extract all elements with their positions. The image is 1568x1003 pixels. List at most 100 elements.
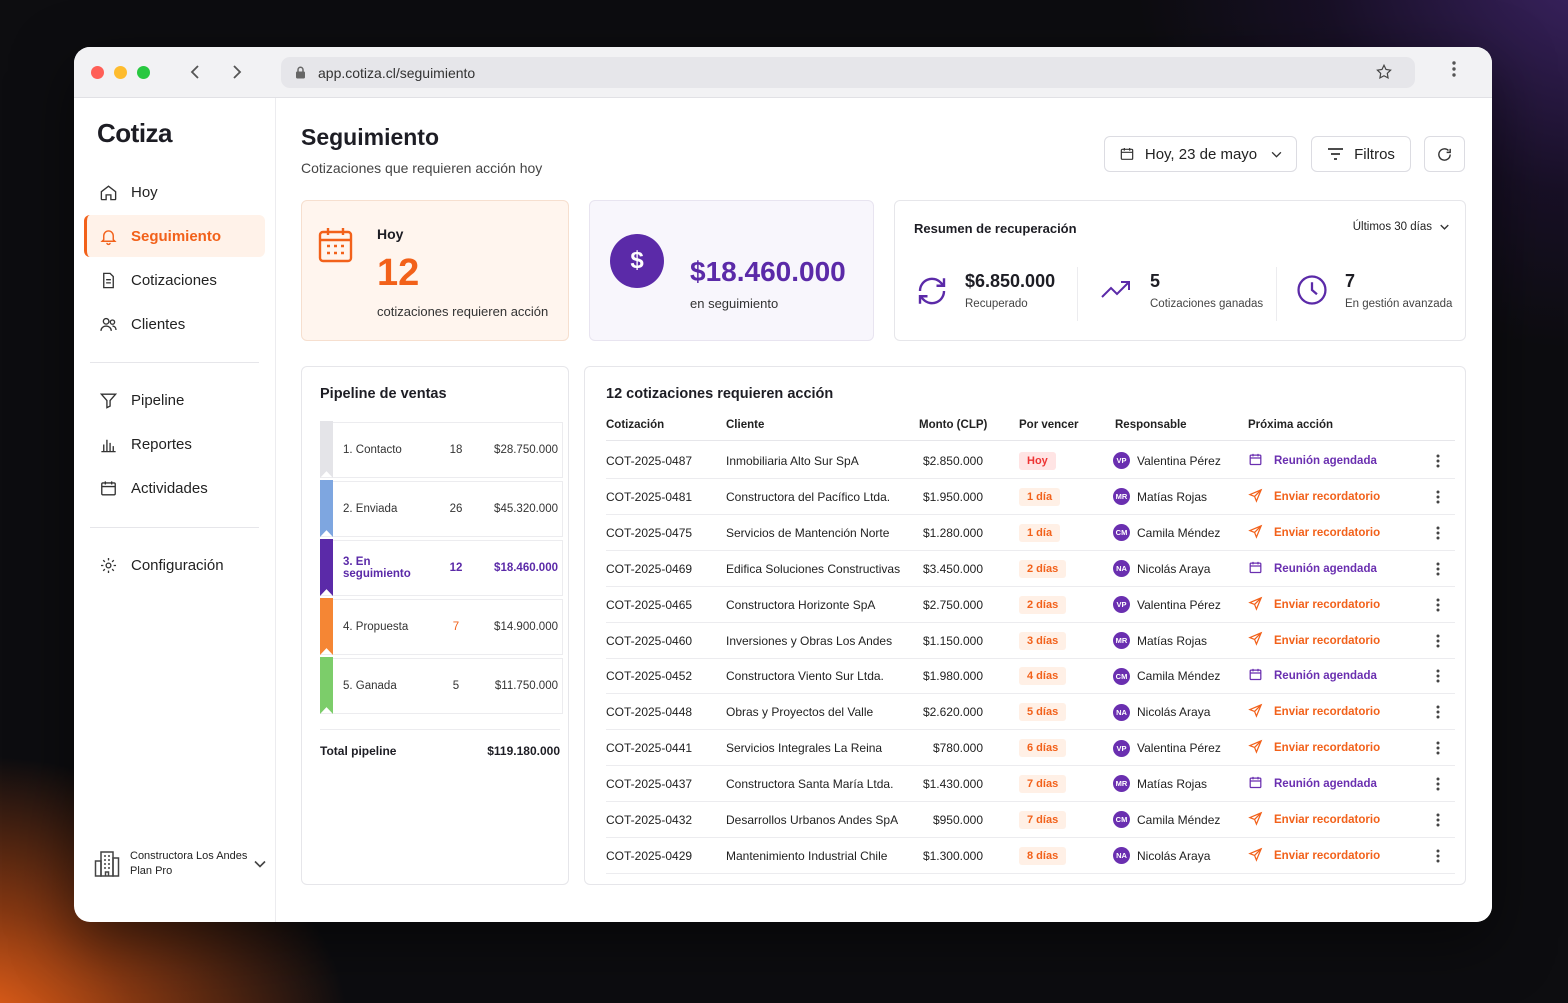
chevron-down-icon: [1271, 151, 1282, 158]
row-menu-icon[interactable]: [1436, 562, 1440, 579]
due-badge: 8 días: [1019, 846, 1067, 865]
organization-switcher[interactable]: Constructora Los Andes Plan Pro: [94, 844, 266, 884]
table-row[interactable]: COT-2025-0432 Desarrollos Urbanos Andes S…: [606, 802, 1455, 838]
due-badge: 3 días: [1019, 631, 1067, 650]
date-picker-button[interactable]: Hoy, 23 de mayo: [1104, 136, 1297, 172]
column-header-por-vencer[interactable]: Por vencer: [1019, 419, 1079, 431]
next-action-link[interactable]: Enviar recordatorio: [1248, 515, 1380, 551]
quote-id[interactable]: COT-2025-0448: [606, 705, 693, 720]
table-row[interactable]: COT-2025-0448 Obras y Proyectos del Valle…: [606, 694, 1455, 731]
column-header-cliente[interactable]: Cliente: [726, 419, 765, 431]
table-row[interactable]: COT-2025-0475 Servicios de Mantención Nor…: [606, 515, 1455, 551]
quote-id[interactable]: COT-2025-0487: [606, 454, 693, 468]
calendar-icon: [1120, 148, 1134, 160]
stage-amount: $18.460.000: [494, 562, 558, 574]
column-header-cotizacion[interactable]: Cotización: [606, 419, 665, 431]
filters-button[interactable]: Filtros: [1311, 136, 1411, 172]
quote-id[interactable]: COT-2025-0469: [606, 561, 693, 576]
quote-id[interactable]: COT-2025-0481: [606, 489, 693, 504]
next-action-link[interactable]: Enviar recordatorio: [1248, 587, 1380, 623]
next-action-link[interactable]: Enviar recordatorio: [1248, 479, 1380, 515]
quote-id[interactable]: COT-2025-0465: [606, 597, 693, 612]
column-header-monto[interactable]: Monto (CLP): [919, 419, 988, 431]
sidebar-item-reportes[interactable]: Reportes: [84, 423, 265, 465]
minimize-window-button[interactable]: [114, 66, 127, 79]
next-action-link[interactable]: Enviar recordatorio: [1248, 802, 1380, 838]
refresh-button[interactable]: [1424, 136, 1465, 172]
next-action-link[interactable]: Reunión agendada: [1248, 551, 1377, 587]
next-action-link[interactable]: Enviar recordatorio: [1248, 694, 1380, 730]
browser-menu-icon[interactable]: [1452, 61, 1456, 77]
quote-id[interactable]: COT-2025-0429: [606, 848, 693, 863]
table-row[interactable]: COT-2025-0452 Constructora Viento Sur Ltd…: [606, 658, 1455, 695]
next-action-link[interactable]: Enviar recordatorio: [1248, 623, 1380, 659]
row-menu-icon[interactable]: [1436, 490, 1440, 507]
client-name: Desarrollos Urbanos Andes SpA: [726, 813, 899, 827]
pipeline-stage[interactable]: 4. Propuesta 7 $14.900.000: [320, 598, 563, 655]
quote-id[interactable]: COT-2025-0441: [606, 741, 693, 756]
quote-id[interactable]: COT-2025-0437: [606, 777, 693, 792]
column-header-responsable[interactable]: Responsable: [1115, 419, 1187, 431]
calendar-icon: [1249, 669, 1262, 681]
next-action-link[interactable]: Reunión agendada: [1248, 443, 1377, 479]
table-row[interactable]: COT-2025-0469 Edifica Soluciones Construc…: [606, 551, 1455, 587]
close-window-button[interactable]: [91, 66, 104, 79]
maximize-window-button[interactable]: [137, 66, 150, 79]
table-row[interactable]: COT-2025-0465 Constructora Horizonte SpA $…: [606, 587, 1455, 623]
avatar: CM: [1113, 524, 1130, 542]
avatar: CM: [1113, 811, 1130, 829]
pipeline-stage[interactable]: 5. Ganada 5 $11.750.000: [320, 657, 563, 714]
sidebar-item-configuracion[interactable]: Configuración: [84, 544, 265, 586]
row-menu-icon[interactable]: [1436, 813, 1440, 830]
next-action-link[interactable]: Reunión agendada: [1248, 658, 1377, 694]
pipeline-title: Pipeline de ventas: [320, 386, 447, 402]
sidebar-item-cotizaciones[interactable]: Cotizaciones: [84, 259, 265, 301]
row-menu-icon[interactable]: [1436, 598, 1440, 615]
sidebar-item-pipeline[interactable]: Pipeline: [84, 379, 265, 421]
bookmark-star-icon[interactable]: [1375, 63, 1393, 81]
quote-amount: $1.280.000: [922, 525, 983, 540]
next-action-link[interactable]: Enviar recordatorio: [1248, 730, 1380, 766]
pipeline-stage[interactable]: 3. En seguimiento 12 $18.460.000: [320, 539, 563, 596]
quote-id[interactable]: COT-2025-0452: [606, 669, 693, 684]
kpi-today-value: 12: [377, 252, 420, 294]
quote-id[interactable]: COT-2025-0460: [606, 633, 693, 648]
next-action-link[interactable]: Reunión agendada: [1248, 766, 1377, 802]
sidebar-item-hoy[interactable]: Hoy: [84, 171, 265, 213]
table-row[interactable]: COT-2025-0429 Mantenimiento Industrial Ch…: [606, 838, 1455, 874]
table-row[interactable]: COT-2025-0441 Servicios Integrales La Rei…: [606, 730, 1455, 767]
row-menu-icon[interactable]: [1436, 705, 1440, 722]
pipeline-stage[interactable]: 2. Enviada 26 $45.320.000: [320, 480, 563, 537]
row-menu-icon[interactable]: [1436, 526, 1440, 543]
sidebar-item-actividades[interactable]: Actividades: [84, 467, 265, 509]
row-menu-icon[interactable]: [1436, 669, 1440, 686]
calendar-icon: [101, 480, 116, 496]
sidebar-item-seguimiento[interactable]: Seguimiento: [84, 215, 265, 257]
quote-id[interactable]: COT-2025-0475: [606, 525, 693, 540]
stage-name: 1. Contacto: [343, 444, 402, 456]
row-menu-icon[interactable]: [1436, 777, 1440, 794]
quote-id[interactable]: COT-2025-0432: [606, 813, 693, 827]
stage-count: 7: [452, 621, 460, 633]
row-menu-icon[interactable]: [1436, 741, 1440, 758]
table-row[interactable]: COT-2025-0481 Constructora del Pacífico L…: [606, 479, 1455, 515]
row-menu-icon[interactable]: [1436, 454, 1440, 471]
table-row[interactable]: COT-2025-0487 Inmobiliaria Alto Sur SpA $2…: [606, 443, 1455, 479]
table-row[interactable]: COT-2025-0437 Constructora Santa María Lt…: [606, 766, 1455, 803]
back-icon[interactable]: [183, 60, 207, 84]
pipeline-stage[interactable]: 1. Contacto 18 $28.750.000: [320, 421, 563, 478]
sidebar-item-clientes[interactable]: Clientes: [84, 303, 265, 345]
row-menu-icon[interactable]: [1436, 849, 1440, 866]
column-header-proxima-accion[interactable]: Próxima acción: [1248, 419, 1334, 431]
period-dropdown[interactable]: Últimos 30 días: [1353, 221, 1449, 233]
due-badge: 2 días: [1019, 595, 1067, 614]
page-title: Seguimiento: [301, 124, 440, 150]
row-menu-icon[interactable]: [1436, 634, 1440, 651]
table-row[interactable]: COT-2025-0460 Inversiones y Obras Los And…: [606, 623, 1455, 659]
avatar: MR: [1113, 488, 1130, 506]
owner-name: Nicolás Araya: [1137, 561, 1211, 576]
forward-icon[interactable]: [225, 60, 249, 84]
next-action-link[interactable]: Enviar recordatorio: [1248, 838, 1380, 874]
avatar: VP: [1113, 452, 1130, 470]
address-bar[interactable]: app.cotiza.cl/seguimiento: [281, 57, 1415, 88]
